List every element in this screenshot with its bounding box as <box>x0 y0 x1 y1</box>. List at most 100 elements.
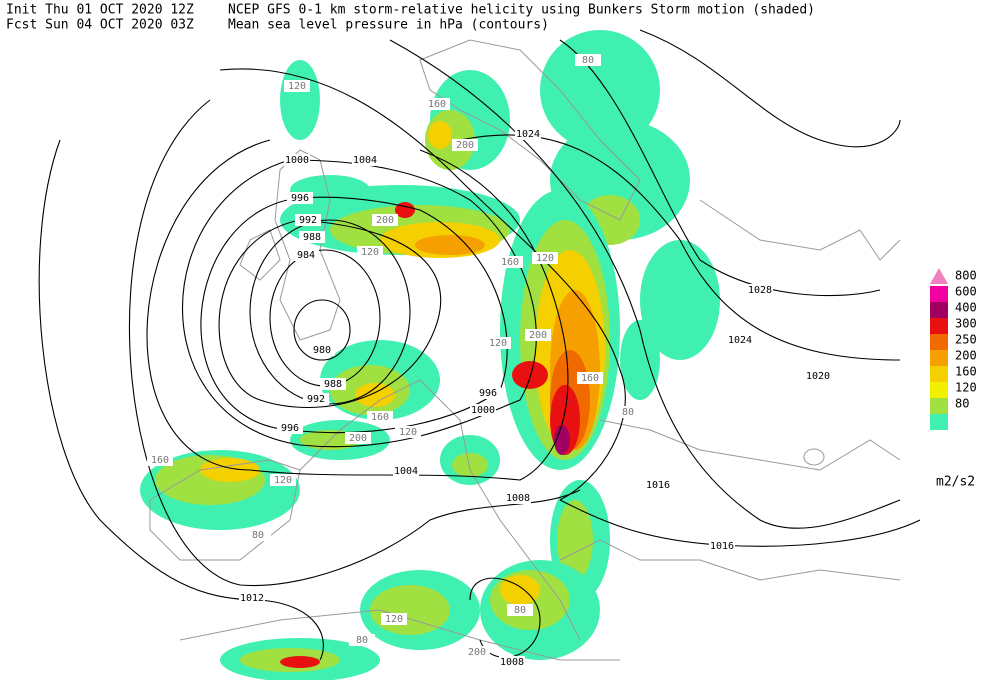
label-backing <box>277 422 303 434</box>
isobar <box>146 139 569 481</box>
helicity-area <box>280 656 320 668</box>
helicity-label: 120 <box>274 475 292 486</box>
label-backing <box>615 406 641 418</box>
label-backing <box>727 334 753 346</box>
legend-label: 600 <box>955 285 977 299</box>
isobar <box>38 139 324 661</box>
isobar <box>200 196 508 434</box>
isobar <box>249 219 411 405</box>
label-backing <box>352 154 378 166</box>
isobar-label: 992 <box>307 394 325 405</box>
coastline <box>419 39 641 221</box>
helicity-area <box>512 361 548 389</box>
helicity-area <box>280 60 320 140</box>
label-backing <box>345 432 371 444</box>
isobar-label: 996 <box>281 423 299 434</box>
legend-swatch <box>930 334 948 350</box>
label-backing <box>395 426 421 438</box>
helicity-area <box>620 320 660 400</box>
helicity-area <box>355 383 395 407</box>
init-title: NCEP GFS 0-1 km storm-relative helicity … <box>228 3 815 18</box>
legend-unit: m2/s2 <box>936 475 975 490</box>
label-backing <box>452 139 478 151</box>
label-backing <box>709 540 735 552</box>
isobar <box>389 39 901 529</box>
isobar-label: 996 <box>291 193 309 204</box>
helicity-label: 80 <box>622 407 634 418</box>
lake <box>803 448 825 466</box>
helicity-label: 160 <box>428 99 446 110</box>
label-backing <box>499 656 525 668</box>
legend-label: 120 <box>955 381 977 395</box>
label-backing <box>349 634 375 646</box>
label-backing <box>287 192 313 204</box>
label-backing <box>515 128 541 140</box>
coastline <box>299 379 581 641</box>
helicity-area <box>415 235 485 255</box>
helicity-label: 80 <box>514 605 526 616</box>
isobar <box>293 299 351 361</box>
coastline <box>274 149 341 341</box>
label-backing <box>293 249 319 261</box>
isobar-label: 1020 <box>806 371 830 382</box>
isobar-label: 1024 <box>728 335 752 346</box>
label-backing <box>309 344 335 356</box>
label-backing <box>303 393 329 405</box>
helicity-area <box>554 425 570 455</box>
coastline <box>559 539 901 581</box>
label-backing <box>381 613 407 625</box>
label-backing <box>320 378 346 390</box>
helicity-label: 120 <box>536 253 554 264</box>
label-backing <box>284 80 310 92</box>
helicity-label: 160 <box>371 412 389 423</box>
helicity-label: 80 <box>252 530 264 541</box>
coastline <box>699 199 901 261</box>
helicity-label: 120 <box>399 427 417 438</box>
isobar-label: 988 <box>324 379 342 390</box>
helicity-label: 160 <box>581 373 599 384</box>
helicity-label: 200 <box>529 330 547 341</box>
isobar-label: 1004 <box>353 155 377 166</box>
legend: 800 600 400 300 250 200 160 120 80 <box>930 268 977 430</box>
legend-swatch <box>930 398 948 414</box>
isobar-label: 980 <box>313 345 331 356</box>
isobar <box>218 219 442 409</box>
helicity-label: 200 <box>468 647 486 658</box>
helicity-label: 160 <box>501 257 519 268</box>
helicity-area <box>540 30 660 150</box>
isobar-label: 1000 <box>285 155 309 166</box>
label-backing <box>357 246 383 258</box>
label-backing <box>393 465 419 477</box>
legend-label: 250 <box>955 333 977 347</box>
helicity-label: 120 <box>361 247 379 258</box>
label-backing <box>805 370 831 382</box>
coastline <box>599 419 901 471</box>
label-backing <box>470 404 496 416</box>
legend-swatch <box>930 366 948 382</box>
isobar <box>639 29 901 148</box>
legend-label: 800 <box>955 269 977 283</box>
isobar-label: 1016 <box>646 480 670 491</box>
label-backing <box>575 54 601 66</box>
label-backing <box>367 411 393 423</box>
helicity-area <box>500 575 540 605</box>
isobar-label: 1016 <box>710 541 734 552</box>
helicity-label: 160 <box>151 455 169 466</box>
helicity-area <box>640 240 720 360</box>
label-backing <box>245 529 271 541</box>
legend-label: 400 <box>955 301 977 315</box>
isobar-label: 1004 <box>394 466 418 477</box>
label-backing <box>507 604 533 616</box>
helicity-area <box>452 453 488 477</box>
isobar-label: 1008 <box>506 493 530 504</box>
label-backing <box>284 154 310 166</box>
legend-label: 80 <box>955 397 969 411</box>
init-time: Init Thu 01 OCT 2020 12Z <box>6 3 194 18</box>
isobar-label: 996 <box>479 388 497 399</box>
label-backing <box>475 387 501 399</box>
label-backing <box>239 592 265 604</box>
label-backing <box>645 479 671 491</box>
helicity-label: 120 <box>288 81 306 92</box>
legend-arrow <box>930 268 948 284</box>
